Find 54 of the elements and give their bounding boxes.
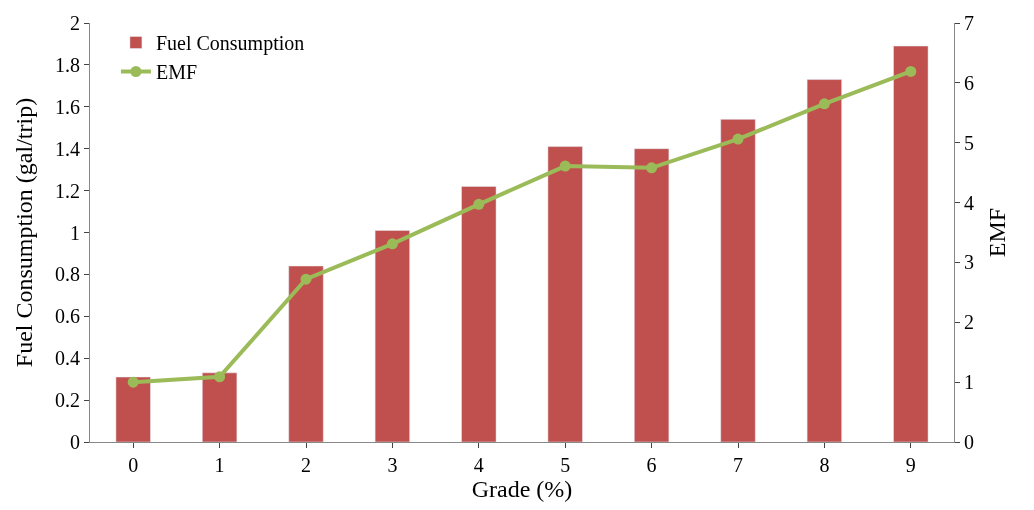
bar bbox=[547, 146, 583, 442]
x-tick-label: 1 bbox=[214, 454, 225, 476]
y-tick-label: 1.6 bbox=[55, 95, 80, 118]
y-tick-label: 2 bbox=[70, 12, 80, 34]
y-tick-label: 0.6 bbox=[55, 305, 80, 328]
point bbox=[386, 238, 398, 250]
y-tick-label: 0.4 bbox=[55, 347, 80, 370]
y2-tick-label: 6 bbox=[964, 71, 974, 94]
legend-label: EMF bbox=[155, 61, 198, 84]
point bbox=[732, 133, 744, 145]
point bbox=[646, 162, 658, 174]
y-tick-label: 0.2 bbox=[55, 389, 80, 412]
x-tick-label: 4 bbox=[473, 454, 484, 476]
point bbox=[818, 98, 830, 110]
x-tick-label: 2 bbox=[301, 454, 311, 476]
legend-label: Fuel Consumption bbox=[155, 32, 305, 56]
point bbox=[300, 273, 312, 285]
y2-tick-label: 0 bbox=[964, 431, 974, 453]
y-axis-title: Fuel Consumption (gal/trip) bbox=[11, 97, 38, 368]
point bbox=[473, 198, 485, 210]
bar bbox=[634, 148, 670, 442]
y-tick-label: 1.4 bbox=[55, 137, 80, 160]
y2-axis-title: EMF bbox=[984, 207, 1011, 258]
point bbox=[559, 160, 571, 172]
x-tick-label: 0 bbox=[128, 454, 139, 476]
x-tick-label: 8 bbox=[819, 454, 830, 476]
x-tick-label: 3 bbox=[387, 454, 398, 476]
y2-tick-label: 1 bbox=[964, 371, 974, 394]
bar bbox=[202, 372, 238, 442]
bar bbox=[720, 119, 756, 442]
x-tick-label: 5 bbox=[560, 454, 571, 476]
y2-tick-label: 7 bbox=[964, 12, 974, 34]
point bbox=[905, 65, 917, 77]
point bbox=[214, 371, 226, 383]
point bbox=[127, 376, 139, 388]
y-tick-label: 1 bbox=[70, 221, 80, 244]
bar bbox=[288, 265, 324, 442]
bar bbox=[461, 186, 497, 442]
x-axis-title: Grade (%) bbox=[471, 476, 573, 503]
bar bbox=[893, 45, 929, 442]
x-tick-label: 9 bbox=[905, 454, 916, 476]
bar bbox=[374, 230, 410, 442]
x-tick-label: 7 bbox=[733, 454, 743, 476]
y-tick-label: 0.8 bbox=[55, 263, 80, 286]
bar bbox=[806, 79, 842, 442]
y-tick-label: 0 bbox=[70, 431, 80, 453]
y-tick-label: 1.2 bbox=[55, 179, 80, 202]
x-tick-label: 6 bbox=[646, 454, 657, 476]
y2-tick-label: 5 bbox=[964, 131, 974, 154]
y2-tick-label: 4 bbox=[964, 191, 974, 214]
y2-tick-label: 2 bbox=[964, 311, 974, 334]
y2-tick-label: 3 bbox=[964, 251, 974, 274]
bar bbox=[115, 376, 151, 442]
y-tick-label: 1.8 bbox=[55, 53, 80, 76]
